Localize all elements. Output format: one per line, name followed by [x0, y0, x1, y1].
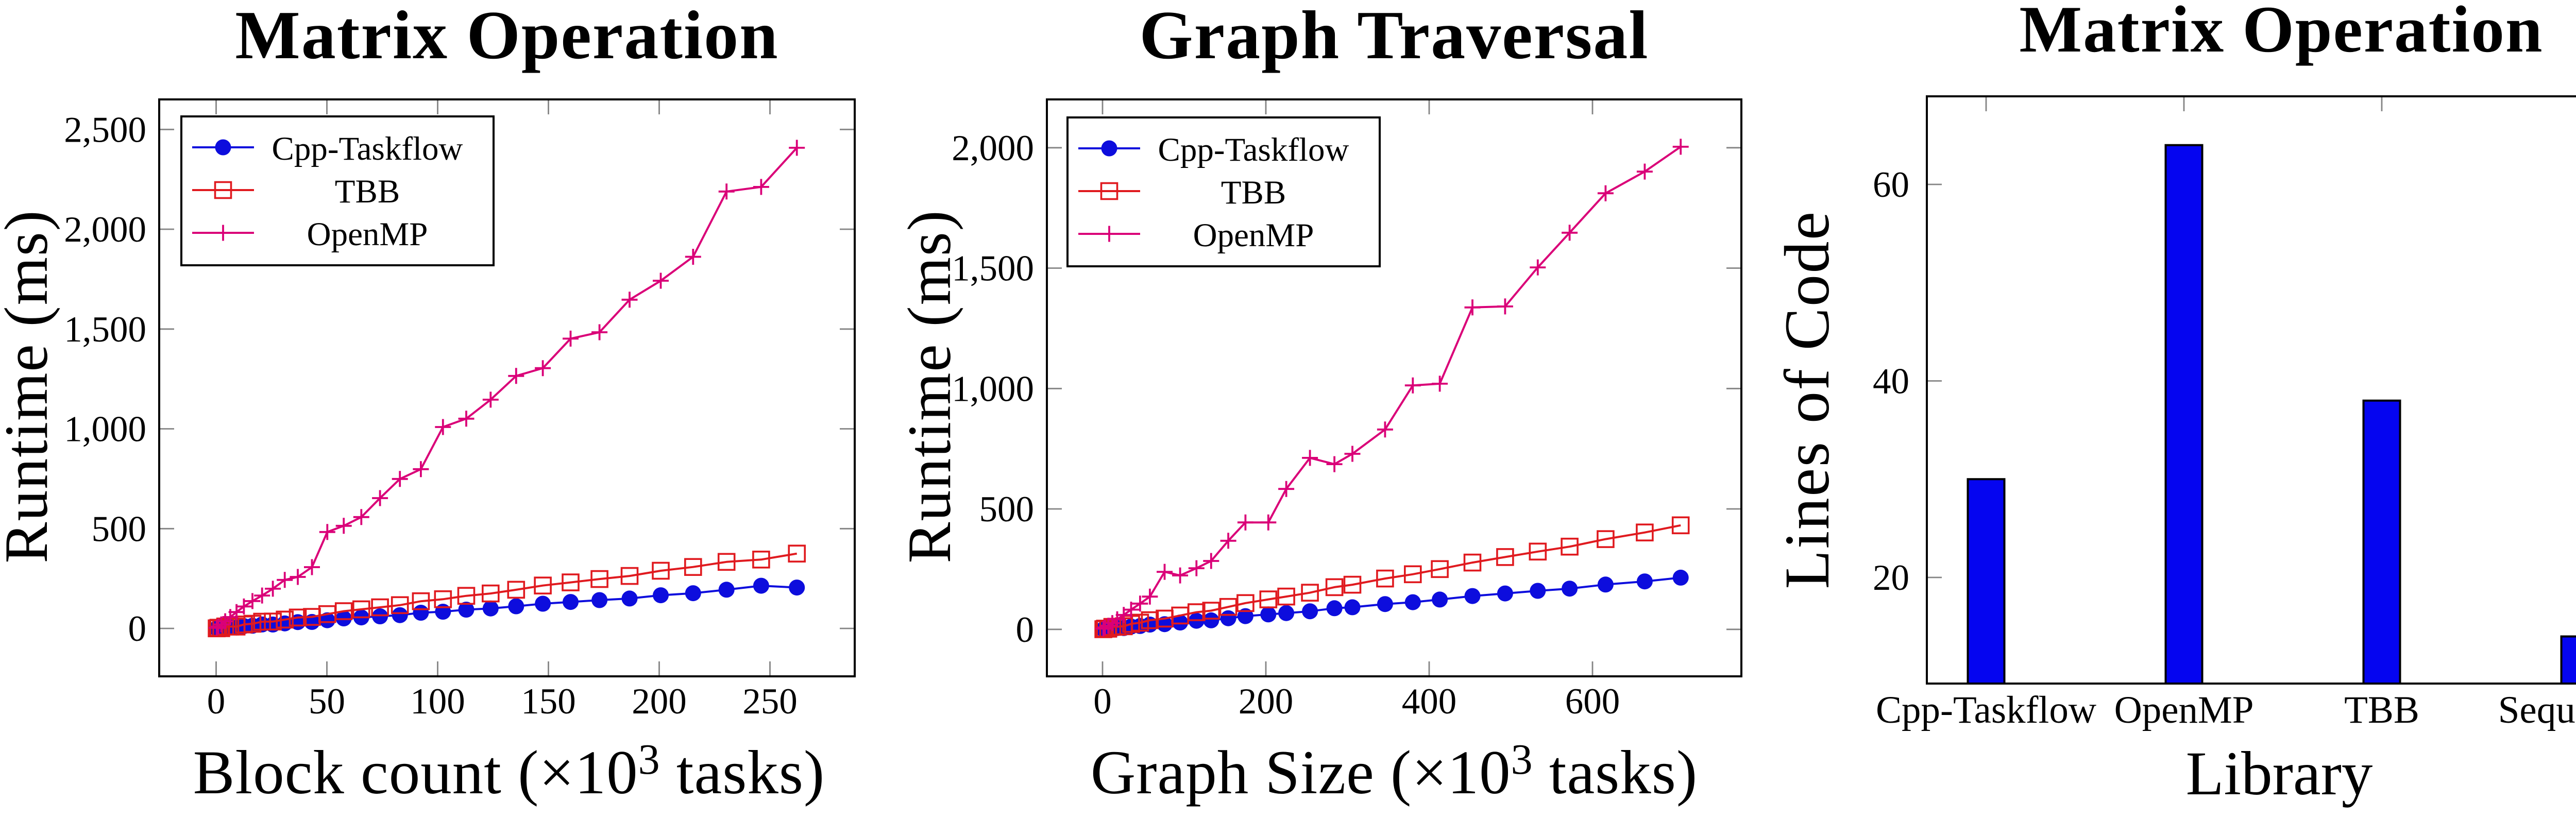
svg-text:TBB: TBB [335, 173, 400, 210]
svg-text:Runtime (ms): Runtime (ms) [0, 209, 60, 563]
svg-text:1,000: 1,000 [64, 410, 146, 450]
svg-text:Matrix Operation: Matrix Operation [235, 0, 778, 73]
svg-text:Cpp-Taskflow: Cpp-Taskflow [1158, 131, 1349, 168]
svg-text:OpenMP: OpenMP [1193, 217, 1314, 254]
svg-text:0: 0 [207, 681, 226, 722]
svg-text:50: 50 [309, 681, 345, 722]
svg-text:2,500: 2,500 [64, 110, 146, 150]
svg-text:200: 200 [632, 681, 687, 722]
svg-text:1,500: 1,500 [64, 310, 146, 350]
svg-text:250: 250 [742, 681, 798, 722]
svg-text:500: 500 [979, 489, 1035, 530]
svg-text:OpenMP: OpenMP [307, 216, 428, 253]
svg-text:0: 0 [1016, 610, 1035, 650]
svg-text:500: 500 [92, 509, 147, 549]
svg-text:600: 600 [1565, 681, 1620, 722]
svg-text:400: 400 [1402, 681, 1457, 722]
svg-text:Cpp-Taskflow: Cpp-Taskflow [1876, 689, 2096, 731]
svg-text:1,500: 1,500 [952, 249, 1034, 289]
svg-text:100: 100 [410, 681, 465, 722]
svg-text:40: 40 [1873, 362, 1909, 402]
svg-text:Matrix Operation: Matrix Operation [2019, 0, 2543, 66]
svg-text:0: 0 [1093, 681, 1112, 722]
svg-text:Cpp-Taskflow: Cpp-Taskflow [272, 130, 463, 167]
svg-text:Block count (×103 tasks): Block count (×103 tasks) [193, 736, 825, 807]
svg-text:0: 0 [128, 609, 147, 649]
svg-text:OpenMP: OpenMP [2114, 689, 2254, 731]
svg-text:Library: Library [2186, 739, 2373, 808]
svg-text:20: 20 [1873, 558, 1909, 598]
svg-text:TBB: TBB [2344, 689, 2419, 731]
svg-text:200: 200 [1239, 681, 1294, 722]
svg-text:Lines of Code: Lines of Code [1772, 210, 1842, 589]
svg-text:2,000: 2,000 [952, 128, 1034, 168]
svg-text:2,000: 2,000 [64, 210, 146, 250]
svg-text:Graph Traversal: Graph Traversal [1139, 0, 1649, 73]
svg-text:Sequential: Sequential [2498, 689, 2576, 731]
svg-text:60: 60 [1873, 165, 1909, 205]
svg-text:150: 150 [521, 681, 576, 722]
svg-text:Graph Size (×103 tasks): Graph Size (×103 tasks) [1091, 736, 1698, 807]
svg-text:Runtime (ms): Runtime (ms) [895, 209, 963, 563]
svg-text:1,000: 1,000 [952, 369, 1034, 409]
svg-text:TBB: TBB [1221, 174, 1286, 211]
